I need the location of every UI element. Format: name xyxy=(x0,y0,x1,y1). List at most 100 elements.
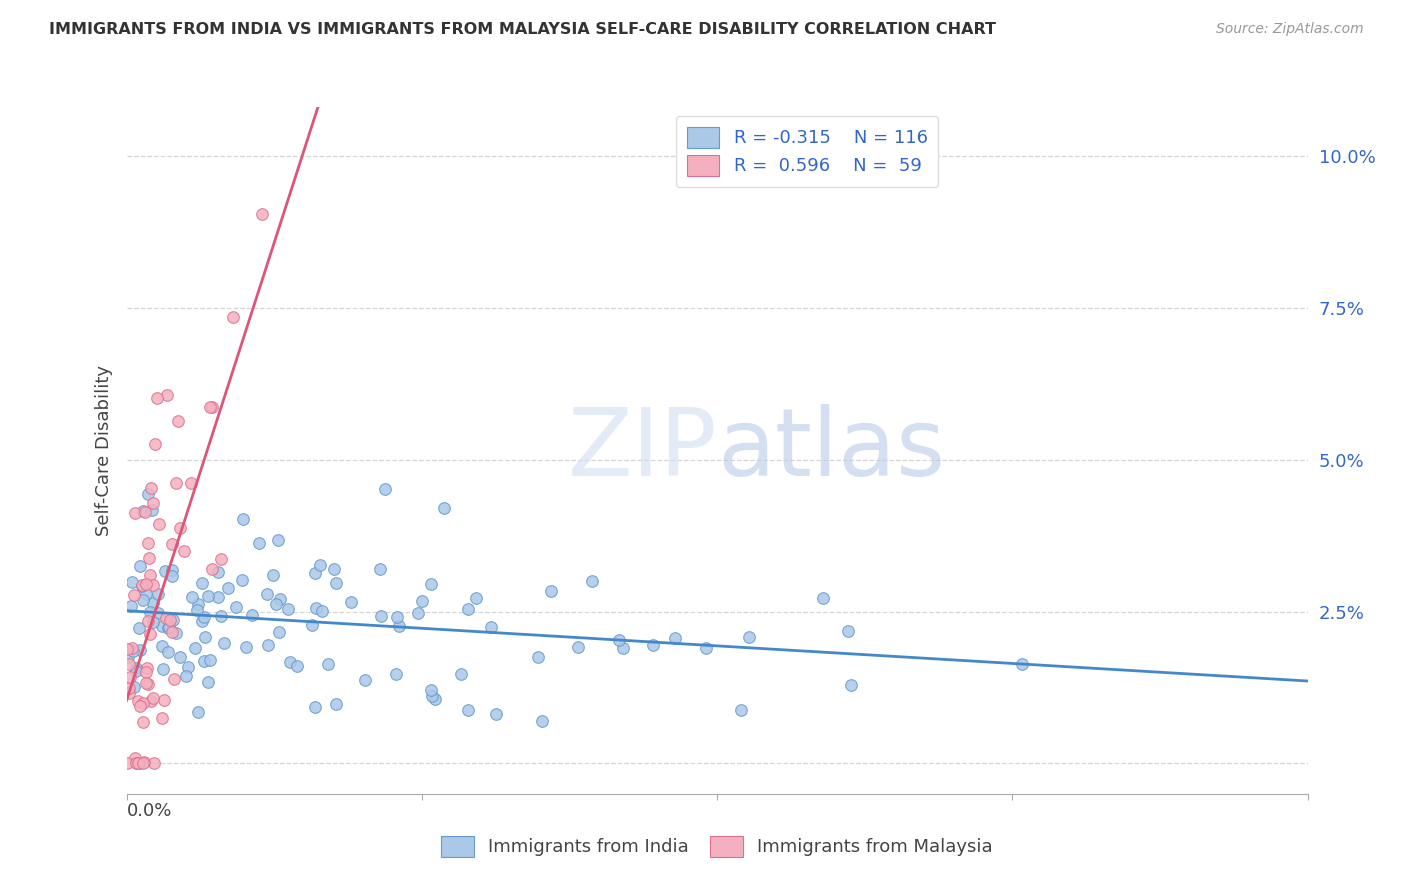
Point xyxy=(173,544,195,558)
Point xyxy=(193,610,215,624)
Point xyxy=(197,589,219,603)
Point xyxy=(131,578,153,592)
Point xyxy=(142,690,165,705)
Point xyxy=(139,627,162,641)
Point xyxy=(526,649,548,664)
Point xyxy=(464,591,486,605)
Point xyxy=(135,577,157,591)
Point xyxy=(607,633,630,648)
Text: Source: ZipAtlas.com: Source: ZipAtlas.com xyxy=(1216,22,1364,37)
Point xyxy=(121,575,143,590)
Point xyxy=(157,645,180,659)
Point xyxy=(163,672,186,686)
Point xyxy=(153,692,176,706)
Point xyxy=(139,605,162,619)
Point xyxy=(277,602,299,616)
Point xyxy=(225,600,247,615)
Point xyxy=(325,697,347,711)
Point xyxy=(136,487,159,501)
Point xyxy=(118,681,141,695)
Point xyxy=(305,601,328,615)
Point xyxy=(301,618,323,632)
Point xyxy=(250,206,273,220)
Point xyxy=(165,625,187,640)
Point xyxy=(187,597,209,611)
Point xyxy=(117,649,139,664)
Point xyxy=(325,575,347,590)
Point xyxy=(457,704,479,718)
Point xyxy=(136,677,159,691)
Point xyxy=(131,579,153,593)
Point xyxy=(411,594,433,608)
Y-axis label: Self-Care Disability: Self-Care Disability xyxy=(94,365,112,536)
Point xyxy=(837,624,859,638)
Point xyxy=(162,569,184,583)
Point xyxy=(181,590,204,604)
Point xyxy=(124,506,146,520)
Point xyxy=(695,640,717,655)
Point xyxy=(118,657,141,672)
Point xyxy=(118,669,141,683)
Point xyxy=(136,661,159,675)
Point xyxy=(730,703,752,717)
Point xyxy=(122,644,145,658)
Point xyxy=(152,662,174,676)
Point xyxy=(370,609,392,624)
Point xyxy=(150,639,173,653)
Point xyxy=(120,599,142,614)
Point xyxy=(125,665,148,679)
Point xyxy=(132,714,155,729)
Point xyxy=(145,391,167,405)
Point xyxy=(232,512,254,526)
Point xyxy=(269,624,291,639)
Point xyxy=(200,401,222,415)
Point xyxy=(485,706,508,721)
Point xyxy=(132,756,155,770)
Point xyxy=(540,583,562,598)
Point xyxy=(190,575,212,590)
Point xyxy=(132,592,155,607)
Point xyxy=(242,607,264,622)
Point xyxy=(420,690,443,704)
Point xyxy=(160,537,183,551)
Point xyxy=(353,673,375,687)
Point xyxy=(134,505,156,519)
Point xyxy=(217,582,239,596)
Point xyxy=(160,563,183,577)
Point xyxy=(450,667,472,681)
Point xyxy=(388,619,411,633)
Point xyxy=(115,642,138,657)
Point xyxy=(285,659,308,673)
Point xyxy=(136,536,159,550)
Point xyxy=(135,676,157,690)
Point xyxy=(138,551,160,566)
Point xyxy=(153,564,176,578)
Point xyxy=(567,640,589,654)
Point xyxy=(267,533,290,547)
Point xyxy=(127,694,149,708)
Point xyxy=(169,650,191,665)
Point xyxy=(193,654,215,668)
Point xyxy=(150,711,173,725)
Point xyxy=(612,641,634,656)
Point xyxy=(207,590,229,604)
Point xyxy=(318,657,340,671)
Point xyxy=(247,536,270,550)
Point xyxy=(457,601,479,615)
Point xyxy=(142,756,165,771)
Point xyxy=(146,606,169,620)
Point xyxy=(231,573,253,587)
Point xyxy=(304,566,326,581)
Point xyxy=(187,706,209,720)
Point xyxy=(132,756,155,771)
Point xyxy=(117,756,139,771)
Point xyxy=(121,641,143,656)
Point xyxy=(308,558,330,572)
Point xyxy=(124,751,146,765)
Point xyxy=(200,401,222,415)
Point xyxy=(136,614,159,628)
Point xyxy=(129,559,152,574)
Point xyxy=(165,476,187,491)
Point xyxy=(129,642,152,657)
Point xyxy=(212,635,235,649)
